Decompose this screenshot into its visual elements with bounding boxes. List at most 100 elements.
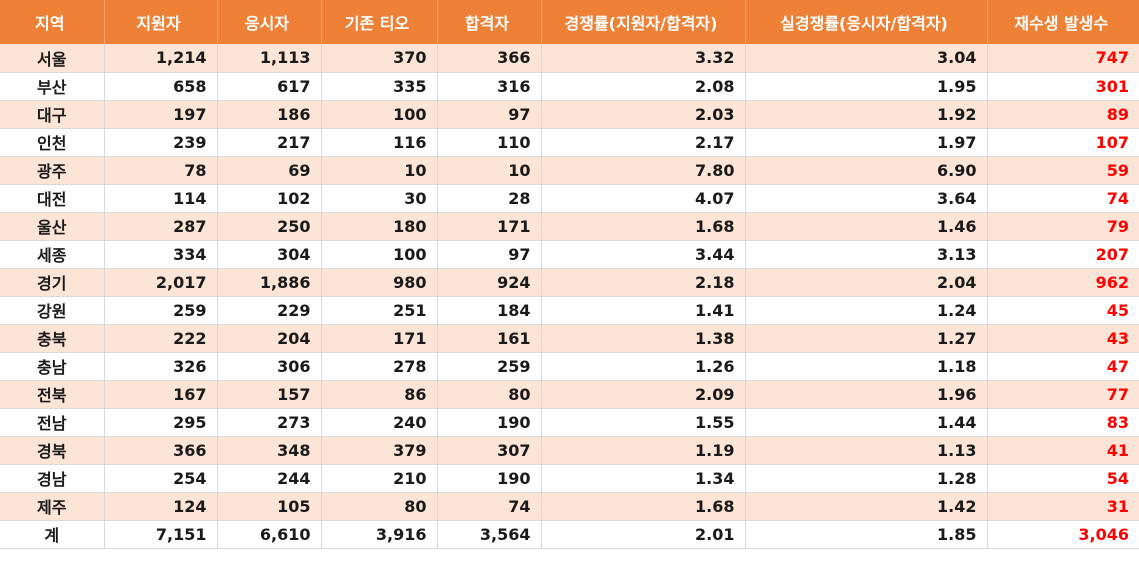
examinees-cell: 6,610 <box>217 520 322 549</box>
applicants-cell: 167 <box>104 380 218 409</box>
passers-cell: 28 <box>437 184 542 213</box>
examinees-cell: 69 <box>217 156 322 185</box>
passers-cell: 190 <box>437 464 542 493</box>
actual-competition-ratio-cell: 1.97 <box>745 128 988 157</box>
quota-cell: 3,916 <box>321 520 438 549</box>
repeat-candidates-cell: 962 <box>987 268 1139 297</box>
header-quota: 기존 티오 <box>321 0 438 44</box>
quota-cell: 370 <box>321 44 438 73</box>
actual-competition-ratio-cell: 1.28 <box>745 464 988 493</box>
passers-cell: 110 <box>437 128 542 157</box>
applicants-cell: 239 <box>104 128 218 157</box>
actual-competition-ratio-cell: 1.18 <box>745 352 988 381</box>
repeat-candidates-cell: 301 <box>987 72 1139 101</box>
competition-ratio-cell: 4.07 <box>541 184 746 213</box>
repeat-candidates-cell: 83 <box>987 408 1139 437</box>
passers-cell: 259 <box>437 352 542 381</box>
examinees-cell: 348 <box>217 436 322 465</box>
table-body: 서울 1,214 1,113 370 366 3.32 3.04 747 부산 658 617 335… <box>0 44 1139 549</box>
quota-cell: 30 <box>321 184 438 213</box>
actual-competition-ratio-cell: 1.96 <box>745 380 988 409</box>
passers-cell: 190 <box>437 408 542 437</box>
table-row: 전남 295 273 240 190 1.55 1.44 83 <box>0 408 1139 437</box>
repeat-candidates-cell: 59 <box>987 156 1139 185</box>
table-row: 충남 326 306 278 259 1.26 1.18 47 <box>0 352 1139 381</box>
quota-cell: 210 <box>321 464 438 493</box>
table-row: 울산 287 250 180 171 1.68 1.46 79 <box>0 212 1139 241</box>
competition-ratio-cell: 1.68 <box>541 212 746 241</box>
table-row: 제주 124 105 80 74 1.68 1.42 31 <box>0 492 1139 521</box>
examinees-cell: 617 <box>217 72 322 101</box>
repeat-candidates-cell: 747 <box>987 44 1139 73</box>
total-row: 계 7,151 6,610 3,916 3,564 2.01 1.85 3,046 <box>0 520 1139 549</box>
examinees-cell: 244 <box>217 464 322 493</box>
header-repeat-candidates: 재수생 발생수 <box>987 0 1139 44</box>
table-row: 인천 239 217 116 110 2.17 1.97 107 <box>0 128 1139 157</box>
quota-cell: 240 <box>321 408 438 437</box>
region-cell: 부산 <box>0 72 105 101</box>
competition-ratio-cell: 2.08 <box>541 72 746 101</box>
repeat-candidates-cell: 74 <box>987 184 1139 213</box>
competition-ratio-cell: 1.26 <box>541 352 746 381</box>
actual-competition-ratio-cell: 1.92 <box>745 100 988 129</box>
applicants-cell: 658 <box>104 72 218 101</box>
applicants-cell: 295 <box>104 408 218 437</box>
quota-cell: 116 <box>321 128 438 157</box>
region-cell: 경기 <box>0 268 105 297</box>
passers-cell: 924 <box>437 268 542 297</box>
actual-competition-ratio-cell: 1.46 <box>745 212 988 241</box>
applicants-cell: 334 <box>104 240 218 269</box>
header-region: 지역 <box>0 0 105 44</box>
actual-competition-ratio-cell: 1.27 <box>745 324 988 353</box>
table-row: 충북 222 204 171 161 1.38 1.27 43 <box>0 324 1139 353</box>
actual-competition-ratio-cell: 3.64 <box>745 184 988 213</box>
actual-competition-ratio-cell: 1.44 <box>745 408 988 437</box>
table-row: 대전 114 102 30 28 4.07 3.64 74 <box>0 184 1139 213</box>
actual-competition-ratio-cell: 6.90 <box>745 156 988 185</box>
repeat-candidates-cell: 54 <box>987 464 1139 493</box>
applicants-cell: 254 <box>104 464 218 493</box>
applicants-cell: 114 <box>104 184 218 213</box>
quota-cell: 171 <box>321 324 438 353</box>
applicants-cell: 1,214 <box>104 44 218 73</box>
applicants-cell: 2,017 <box>104 268 218 297</box>
repeat-candidates-cell: 107 <box>987 128 1139 157</box>
passers-cell: 3,564 <box>437 520 542 549</box>
repeat-candidates-cell: 89 <box>987 100 1139 129</box>
region-cell: 전북 <box>0 380 105 409</box>
passers-cell: 171 <box>437 212 542 241</box>
quota-cell: 100 <box>321 240 438 269</box>
region-cell: 강원 <box>0 296 105 325</box>
passers-cell: 307 <box>437 436 542 465</box>
examinees-cell: 105 <box>217 492 322 521</box>
competition-ratio-cell: 1.41 <box>541 296 746 325</box>
competition-ratio-cell: 2.17 <box>541 128 746 157</box>
applicants-cell: 326 <box>104 352 218 381</box>
examinees-cell: 186 <box>217 100 322 129</box>
examinees-cell: 304 <box>217 240 322 269</box>
applicants-cell: 366 <box>104 436 218 465</box>
examinees-cell: 204 <box>217 324 322 353</box>
examinees-cell: 1,113 <box>217 44 322 73</box>
header-passers: 합격자 <box>437 0 542 44</box>
repeat-candidates-cell: 41 <box>987 436 1139 465</box>
applicant-statistics-table: 지역 지원자 응시자 기존 티오 합격자 경쟁률(지원자/합격자) 실경쟁률(응… <box>0 0 1139 549</box>
region-cell: 울산 <box>0 212 105 241</box>
quota-cell: 180 <box>321 212 438 241</box>
quota-cell: 86 <box>321 380 438 409</box>
applicants-cell: 197 <box>104 100 218 129</box>
region-cell: 충남 <box>0 352 105 381</box>
actual-competition-ratio-cell: 1.42 <box>745 492 988 521</box>
examinees-cell: 229 <box>217 296 322 325</box>
header-row: 지역 지원자 응시자 기존 티오 합격자 경쟁률(지원자/합격자) 실경쟁률(응… <box>0 0 1139 44</box>
competition-ratio-cell: 2.03 <box>541 100 746 129</box>
region-cell: 대전 <box>0 184 105 213</box>
examinees-cell: 1,886 <box>217 268 322 297</box>
competition-ratio-cell: 7.80 <box>541 156 746 185</box>
repeat-candidates-cell: 31 <box>987 492 1139 521</box>
competition-ratio-cell: 1.34 <box>541 464 746 493</box>
actual-competition-ratio-cell: 1.13 <box>745 436 988 465</box>
competition-ratio-cell: 1.38 <box>541 324 746 353</box>
passers-cell: 184 <box>437 296 542 325</box>
quota-cell: 379 <box>321 436 438 465</box>
